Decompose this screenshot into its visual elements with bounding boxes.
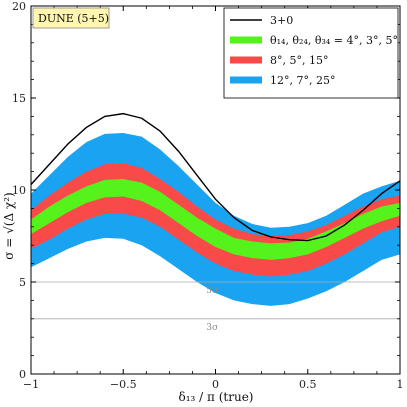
- legend-label-3: 12°, 7°, 25°: [270, 74, 335, 87]
- legend-label-2: 8°, 5°, 15°: [270, 54, 328, 67]
- y-tick-label-1: 5: [19, 276, 26, 289]
- experiment-tag-box: [32, 7, 110, 29]
- x-tick-label-3: 0.5: [299, 378, 317, 391]
- legend: 3+0 θ₁₄, θ₂₄, θ₃₄ = 4°, 3°, 5° 8°, 5°, 15°…: [223, 7, 399, 99]
- bands-layer: [31, 132, 400, 306]
- experiment-tag-label: DUNE (5+5): [38, 12, 109, 25]
- x-tick-label-0: −1: [23, 378, 39, 391]
- legend-label-0: 3+0: [270, 14, 293, 27]
- y-tick-label-0: 0: [19, 368, 26, 381]
- x-axis-title: δ₁₃ / π (true): [179, 390, 254, 404]
- x-tick-label-2: 0: [212, 378, 219, 391]
- y-axis-title: σ = √(Δ χ²): [2, 192, 16, 259]
- legend-swatch-1: [230, 36, 262, 44]
- reference-line-label-1: 3σ: [206, 323, 218, 333]
- y-tick-label-3: 15: [12, 92, 26, 105]
- legend-label-1: θ₁₄, θ₂₄, θ₃₄ = 4°, 3°, 5°: [270, 34, 398, 47]
- band-3-4-3-5: [31, 178, 400, 260]
- x-tick-label-4: 1: [397, 378, 404, 391]
- reference-lines: 5σ 3σ: [31, 281, 400, 333]
- legend-swatch-2: [230, 56, 262, 64]
- y-tick-label-2: 10: [12, 184, 26, 197]
- curves-layer: [30, 112, 401, 242]
- line-3-0: [30, 112, 401, 242]
- experiment-tag: DUNE (5+5): [32, 7, 110, 29]
- reference-line-label-0: 5σ: [206, 286, 218, 296]
- legend-swatch-3: [230, 76, 262, 84]
- x-tick-label-1: −0.5: [110, 378, 137, 391]
- y-tick-label-4: 20: [12, 0, 26, 13]
